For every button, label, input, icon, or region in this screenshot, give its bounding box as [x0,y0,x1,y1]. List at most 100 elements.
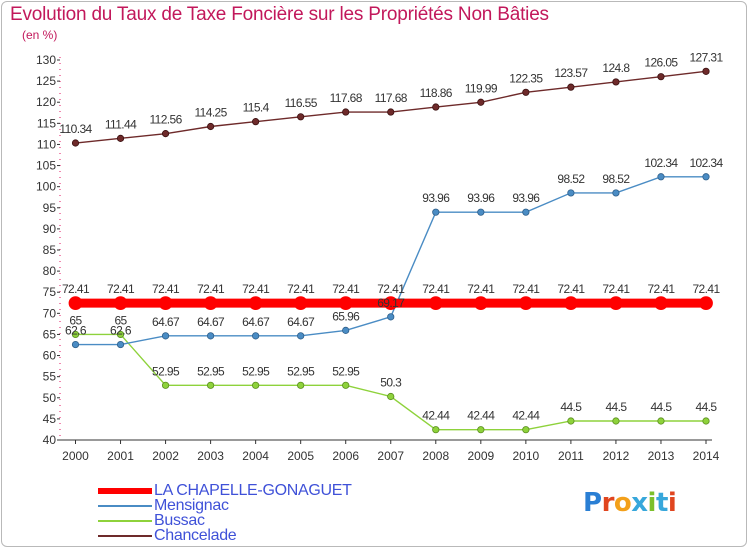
data-point [654,296,668,311]
data-label: 102.34 [689,156,723,170]
data-point [161,332,170,340]
logo-letter: i [667,488,677,518]
data-point [342,326,350,334]
data-point [116,330,125,339]
data-point [252,118,260,126]
y-tick-label: 115 [37,116,56,130]
data-label: 72.41 [332,282,360,296]
data-point [428,296,443,311]
data-point [161,381,170,389]
data-label: 102.34 [644,156,678,170]
data-point [158,296,173,311]
data-label: 64.67 [152,315,180,329]
legend-item-bussac: Bussac [98,512,378,529]
y-tick-label: 60 [43,349,57,363]
data-label: 42.44 [467,409,495,423]
legend-swatch [98,505,152,507]
data-label: 69.17 [377,296,405,310]
legend-label: Chancelade [154,527,237,544]
data-point [116,340,125,349]
data-point [612,189,620,197]
data-point [297,113,305,121]
logo-letter: P [583,488,602,518]
data-label: 126.05 [644,56,678,70]
logo-letter: o [613,488,632,518]
data-point [522,208,530,216]
x-tick-label: 2005 [287,449,314,463]
data-label: 65 [114,313,127,327]
logo-letter: t [655,488,668,518]
data-point [71,340,80,349]
data-label: 116.55 [285,96,318,110]
data-label: 115.4 [243,101,270,115]
data-label: 72.41 [422,282,450,296]
data-point [116,134,125,142]
data-label: 65 [69,313,82,327]
data-point [387,313,395,321]
data-label: 52.95 [332,364,360,378]
data-label: 122.35 [509,71,543,85]
data-label: 72.41 [377,282,405,296]
legend-swatch [98,535,152,537]
data-label: 72.41 [602,282,630,296]
data-point [612,78,620,86]
x-tick-label: 2001 [107,449,134,463]
data-point [71,139,80,147]
data-label: 72.41 [692,282,720,296]
x-tick-label: 2000 [62,449,89,463]
legend-label: LA CHAPELLE-GONAGUET [154,482,352,499]
data-point [71,330,80,339]
data-label: 98.52 [602,172,630,186]
data-point [207,122,215,131]
data-label: 72.41 [467,282,495,296]
data-label: 111.44 [105,117,137,131]
legend-item-la-chapelle-gonaguet: LA CHAPELLE-GONAGUET [98,482,378,499]
data-label: 72.41 [512,282,540,296]
data-point [297,332,305,340]
data-label: 93.96 [467,191,495,205]
data-label: 72.41 [152,282,180,296]
data-point [702,417,710,425]
data-point [522,426,530,434]
legend-swatch [98,488,152,494]
data-point [477,98,485,106]
data-label: 72.41 [287,282,315,296]
data-point [563,296,578,311]
data-label: 72.41 [107,282,135,296]
data-label: 93.96 [422,191,450,205]
data-point [699,296,713,311]
legend-label: Bussac [154,512,205,529]
data-label: 44.5 [696,400,718,414]
data-point [702,67,710,75]
data-label: 64.67 [242,315,270,329]
x-tick-label: 2003 [197,449,224,463]
data-point [207,332,215,340]
y-tick-label: 50 [43,391,57,405]
data-label: 52.95 [287,364,315,378]
data-point [203,296,218,311]
data-point [387,108,395,116]
data-point [342,108,350,116]
chart-title: Evolution du Taux de Taxe Foncière sur l… [10,4,549,25]
data-label: 119.99 [465,81,498,95]
data-point [477,426,485,434]
data-label: 123.57 [554,66,588,80]
proxiti-logo: Proxiti [583,488,677,518]
legend-item-chancelade: Chancelade [98,527,378,544]
y-tick-label: 105 [36,159,56,173]
data-point [657,417,665,425]
data-point [161,130,170,138]
data-label: 110.34 [59,122,92,136]
data-label: 72.41 [557,282,585,296]
y-tick-label: 70 [43,306,57,320]
data-point [113,296,128,311]
data-label: 98.52 [557,172,585,186]
data-point [657,73,665,81]
x-tick-label: 2006 [332,449,359,463]
x-tick-label: 2011 [558,449,584,463]
data-point [342,381,350,389]
data-point [432,103,440,111]
legend: LA CHAPELLE-GONAGUET Mensignac Bussac Ch… [98,482,378,544]
